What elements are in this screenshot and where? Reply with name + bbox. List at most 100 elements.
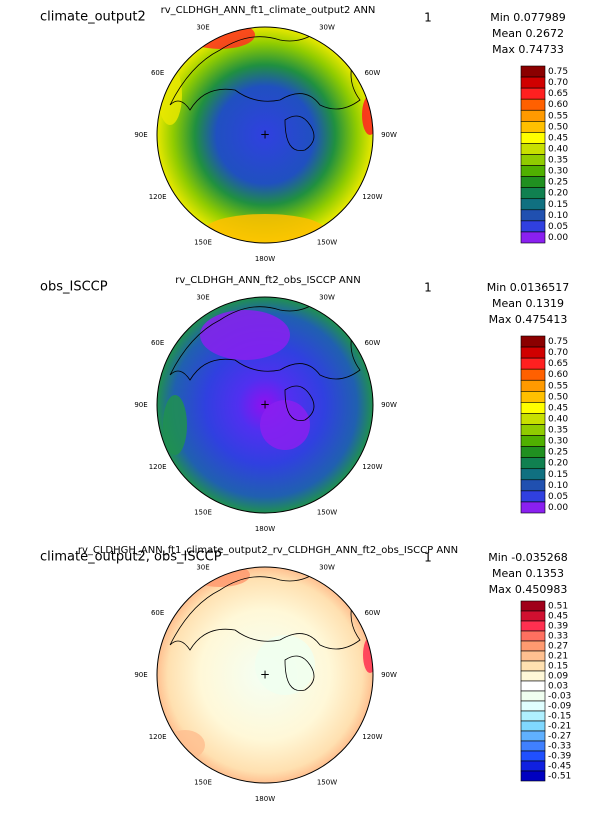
colorbar-label: 0.20: [548, 459, 568, 469]
colorbar-box: [520, 479, 546, 492]
colorbar-box: [520, 700, 546, 712]
longitude-label: 60E: [151, 339, 164, 347]
stat: Mean 0.1319: [492, 297, 564, 310]
colorbar-label: 0.45: [548, 133, 568, 143]
colorbar-box: [520, 187, 546, 200]
longitude-label: 150E: [194, 508, 212, 516]
longitude-label: 180W: [255, 255, 275, 263]
colorbar-box: [520, 346, 546, 359]
colorbar-box: [520, 198, 546, 211]
colorbar-label: 0.00: [548, 233, 568, 243]
pole-marker: +: [260, 128, 270, 142]
map-blob: [260, 400, 310, 450]
colorbar-box: [520, 76, 546, 89]
colorbar-box: [520, 335, 546, 348]
colorbar-label: 0.70: [548, 348, 568, 358]
colorbar-label: -0.09: [548, 702, 572, 712]
colorbar-label: 0.20: [548, 189, 568, 199]
longitude-label: 30E: [196, 564, 209, 572]
colorbar-box: [520, 446, 546, 458]
colorbar-label: 0.40: [548, 144, 568, 154]
colorbar-box: [520, 379, 546, 392]
colorbar-box: [520, 209, 546, 222]
stat: Max 0.74733: [492, 43, 564, 56]
longitude-label: 60W: [364, 609, 380, 617]
colorbar-label: -0.15: [548, 712, 571, 722]
colorbar-label: 0.33: [548, 632, 568, 642]
colorbar-box: [520, 670, 546, 682]
colorbar-box: [520, 65, 546, 78]
colorbar-label: -0.03: [548, 692, 571, 702]
colorbar-label: 0.65: [548, 89, 568, 99]
longitude-label: 60E: [151, 69, 164, 77]
longitude-label: 150W: [317, 778, 337, 786]
longitude-label: 30E: [196, 294, 209, 302]
colorbar-box: [520, 176, 546, 188]
center-title: rv_CLDHGH_ANN_ft2_obs_ISCCP ANN: [175, 275, 360, 286]
colorbar-box: [520, 143, 546, 155]
longitude-label: 150E: [194, 778, 212, 786]
colorbar-box: [520, 730, 546, 742]
colorbar-box: [520, 650, 546, 662]
longitude-label: 150W: [317, 508, 337, 516]
map-panel: climate_output2, obs_ISCCPrv_CLDHGH_ANN_…: [40, 545, 572, 803]
pole-marker: +: [260, 668, 270, 682]
colorbar-label: 0.55: [548, 111, 568, 121]
colorbar-label: 0.60: [548, 100, 568, 110]
colorbar-label: 0.75: [548, 67, 568, 77]
colorbar-label: -0.33: [548, 742, 571, 752]
longitude-label: 120W: [362, 463, 382, 471]
colorbar-label: 0.30: [548, 167, 568, 177]
pole-marker: +: [260, 398, 270, 412]
stat: Min -0.035268: [488, 551, 567, 564]
longitude-label: 90W: [381, 401, 397, 409]
colorbar-label: 0.65: [548, 359, 568, 369]
colorbar-label: 0.00: [548, 503, 568, 513]
right-label: 1: [424, 281, 432, 295]
colorbar-label: -0.51: [548, 772, 571, 782]
colorbar-box: [520, 457, 546, 470]
colorbar-box: [520, 413, 546, 425]
colorbar-label: 0.35: [548, 426, 568, 436]
colorbar-label: 0.30: [548, 437, 568, 447]
colorbar-box: [520, 630, 546, 642]
colorbar-label: 0.10: [548, 211, 568, 221]
colorbar-label: 0.45: [548, 612, 568, 622]
stat: Min 0.077989: [490, 11, 566, 24]
longitude-label: 60W: [364, 339, 380, 347]
map-panel: obs_ISCCP rv_CLDHGH_ANN_ft2_obs_ISCCP ANN…: [40, 275, 569, 533]
colorbar-box: [520, 391, 546, 403]
colorbar-box: [520, 750, 546, 762]
colorbar-box: [520, 220, 546, 233]
colorbar-label: 0.15: [548, 662, 568, 672]
stat: Mean 0.2672: [492, 27, 564, 40]
colorbar-box: [520, 98, 546, 111]
colorbar-box: [520, 501, 546, 514]
colorbar-label: 0.70: [548, 78, 568, 88]
center-title: rv_CLDHGH_ANN_ft1_climate_output2 ANN: [161, 5, 376, 16]
colorbar-box: [520, 109, 546, 122]
map-blob: [363, 637, 373, 673]
colorbar-label: 0.50: [548, 122, 568, 132]
map-panel: climate_output2 rv_CLDHGH_ANN_ft1_climate…: [40, 5, 568, 263]
colorbar-box: [520, 600, 546, 612]
map-blob: [205, 214, 325, 243]
colorbar-box: [520, 435, 546, 447]
colorbar-box: [520, 610, 546, 622]
colorbar-label: -0.39: [548, 752, 572, 762]
colorbar-label: 0.05: [548, 492, 568, 502]
colorbar-box: [520, 121, 546, 133]
colorbar-label: 0.21: [548, 652, 568, 662]
left-title: climate_output2, obs_ISCCP: [40, 550, 222, 565]
map-blob: [165, 730, 205, 760]
longitude-label: 90E: [134, 131, 147, 139]
colorbar-label: 0.39: [548, 622, 568, 632]
longitude-label: 90E: [134, 671, 147, 679]
longitude-label: 120E: [149, 193, 167, 201]
map-border: [156, 26, 374, 244]
colorbar-label: 0.35: [548, 156, 568, 166]
colorbar-box: [520, 490, 546, 503]
longitude-label: 30W: [319, 564, 335, 572]
longitude-label: 120E: [149, 463, 167, 471]
colorbar-label: 0.15: [548, 470, 568, 480]
